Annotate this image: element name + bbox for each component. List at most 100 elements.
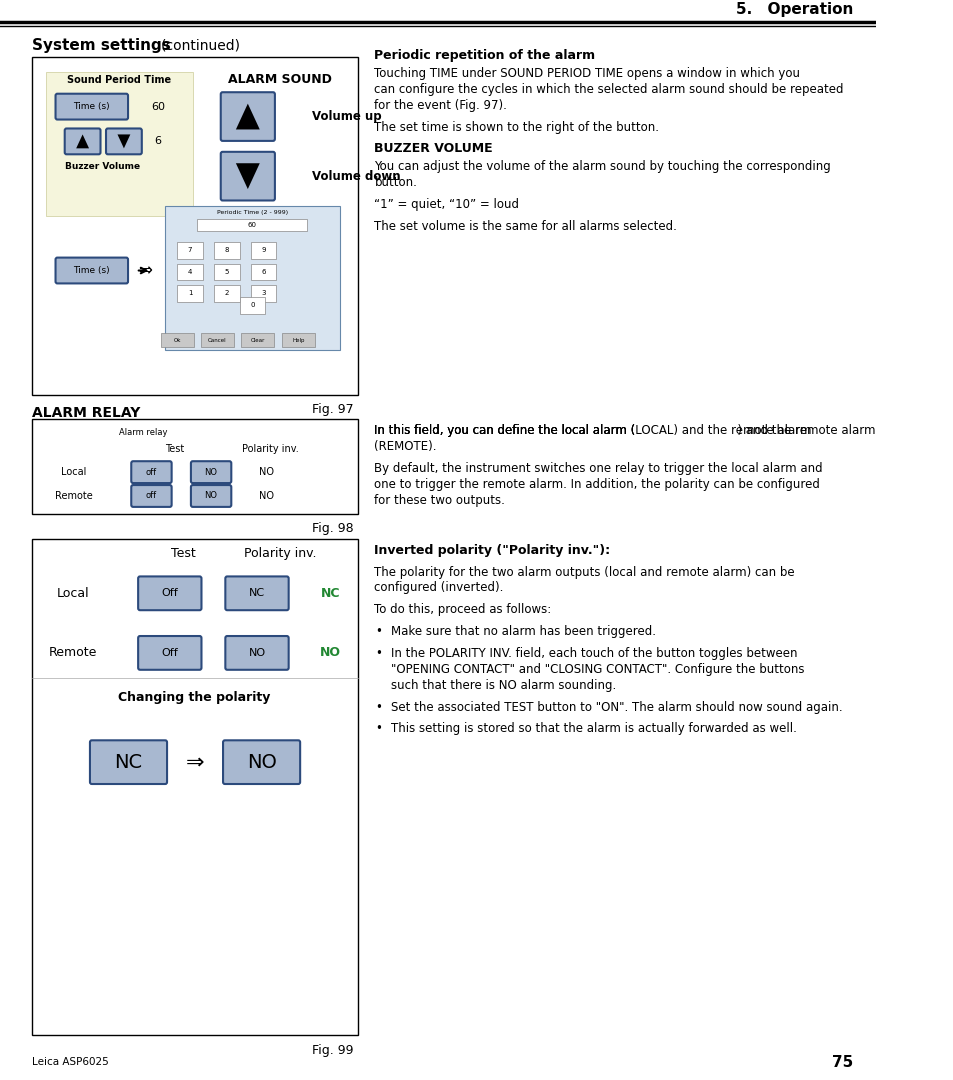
Text: Polarity inv.: Polarity inv. [242, 444, 299, 455]
FancyBboxPatch shape [32, 539, 357, 1036]
Text: 7: 7 [188, 246, 193, 253]
Text: can configure the cycles in which the selected alarm sound should be repeated: can configure the cycles in which the se… [375, 83, 843, 96]
Text: Help: Help [292, 338, 304, 342]
Text: Fig. 98: Fig. 98 [312, 523, 353, 536]
FancyBboxPatch shape [241, 333, 274, 347]
Text: Volume down: Volume down [312, 170, 400, 183]
Text: for the event (Fig. 97).: for the event (Fig. 97). [375, 98, 507, 111]
Text: 75: 75 [832, 1055, 853, 1069]
Text: Local: Local [61, 468, 86, 477]
Text: “1” = quiet, “10” = loud: “1” = quiet, “10” = loud [375, 198, 519, 211]
FancyBboxPatch shape [201, 333, 233, 347]
Text: Local: Local [57, 586, 90, 599]
FancyBboxPatch shape [55, 94, 128, 120]
Text: (REMOTE).: (REMOTE). [375, 441, 436, 454]
Text: 1: 1 [188, 291, 193, 296]
Text: NO: NO [319, 647, 340, 660]
Text: 60: 60 [152, 102, 165, 111]
Text: configured (inverted).: configured (inverted). [375, 581, 503, 594]
FancyBboxPatch shape [65, 129, 100, 154]
Text: •: • [375, 647, 381, 660]
Text: 4: 4 [188, 269, 192, 274]
Text: Remote: Remote [50, 647, 97, 660]
Text: 3: 3 [261, 291, 265, 296]
Text: Volume up: Volume up [312, 110, 381, 123]
Text: 9: 9 [261, 246, 265, 253]
FancyBboxPatch shape [251, 242, 276, 258]
Text: By default, the instrument switches one relay to trigger the local alarm and: By default, the instrument switches one … [375, 462, 822, 475]
Text: NO: NO [258, 491, 274, 501]
Text: Test: Test [171, 548, 195, 561]
Text: This setting is stored so that the alarm is actually forwarded as well.: This setting is stored so that the alarm… [391, 723, 796, 735]
Text: Inverted polarity ("Polarity inv."):: Inverted polarity ("Polarity inv."): [375, 543, 610, 556]
Polygon shape [117, 134, 131, 148]
Text: Fig. 97: Fig. 97 [312, 403, 353, 416]
Text: 6: 6 [261, 269, 265, 274]
FancyBboxPatch shape [32, 419, 357, 514]
Text: for these two outputs.: for these two outputs. [375, 494, 505, 507]
Text: Set the associated TEST button to "ON". The alarm should now sound again.: Set the associated TEST button to "ON". … [391, 701, 841, 714]
Text: ⇒: ⇒ [138, 261, 152, 280]
Text: •: • [375, 723, 381, 735]
Text: Touching TIME under SOUND PERIOD TIME opens a window in which you: Touching TIME under SOUND PERIOD TIME op… [375, 67, 800, 80]
Text: 60: 60 [248, 221, 256, 228]
FancyBboxPatch shape [213, 285, 239, 302]
Text: button.: button. [375, 176, 416, 189]
FancyBboxPatch shape [55, 258, 128, 283]
Text: ALARM SOUND: ALARM SOUND [228, 73, 332, 86]
Text: To do this, proceed as follows:: To do this, proceed as follows: [375, 604, 551, 617]
FancyBboxPatch shape [197, 219, 307, 231]
Text: off: off [146, 491, 157, 500]
Text: Buzzer Volume: Buzzer Volume [65, 162, 140, 171]
Text: Periodic repetition of the alarm: Periodic repetition of the alarm [375, 49, 595, 62]
Text: NO: NO [247, 753, 276, 772]
FancyBboxPatch shape [220, 152, 274, 201]
Text: Off: Off [161, 648, 178, 658]
FancyBboxPatch shape [138, 577, 201, 610]
Text: 6: 6 [154, 136, 161, 147]
Text: Time (s): Time (s) [73, 103, 110, 111]
FancyBboxPatch shape [213, 264, 239, 281]
Text: 0: 0 [250, 302, 254, 308]
FancyBboxPatch shape [32, 57, 357, 394]
Text: Changing the polarity: Changing the polarity [118, 691, 271, 704]
Text: Off: Off [161, 589, 178, 598]
Text: NO: NO [248, 648, 265, 658]
Polygon shape [235, 163, 259, 189]
Text: Fig. 99: Fig. 99 [312, 1043, 353, 1056]
FancyBboxPatch shape [281, 333, 314, 347]
FancyBboxPatch shape [191, 461, 231, 483]
Text: ALARM RELAY: ALARM RELAY [32, 406, 140, 419]
Text: You can adjust the volume of the alarm sound by touching the corresponding: You can adjust the volume of the alarm s… [375, 160, 830, 173]
FancyBboxPatch shape [165, 206, 339, 350]
FancyBboxPatch shape [132, 485, 172, 507]
Text: Leica ASP6025: Leica ASP6025 [32, 1057, 109, 1067]
Text: Sound Period Time: Sound Period Time [68, 75, 172, 85]
Text: NC: NC [249, 589, 265, 598]
Text: The set volume is the same for all alarms selected.: The set volume is the same for all alarm… [375, 220, 677, 233]
Text: Cancel: Cancel [208, 338, 227, 342]
Text: BUZZER VOLUME: BUZZER VOLUME [375, 143, 493, 156]
Text: Ok: Ok [173, 338, 181, 342]
FancyBboxPatch shape [132, 461, 172, 483]
Text: NO: NO [204, 468, 217, 476]
Text: The set time is shown to the right of the button.: The set time is shown to the right of th… [375, 121, 659, 134]
Text: Remote: Remote [54, 491, 92, 501]
Text: In this field, you can define the local alarm (LOCAL) and the remote alarm: In this field, you can define the local … [375, 424, 811, 437]
Text: In this field, you can define the local alarm (: In this field, you can define the local … [375, 424, 635, 437]
Text: Periodic Time (2 - 999): Periodic Time (2 - 999) [216, 211, 288, 215]
FancyBboxPatch shape [177, 242, 203, 258]
Text: Polarity inv.: Polarity inv. [243, 548, 315, 561]
Text: •: • [375, 625, 381, 638]
Polygon shape [235, 104, 259, 130]
Text: NO: NO [204, 491, 217, 500]
Text: (continued): (continued) [160, 38, 240, 52]
FancyBboxPatch shape [225, 577, 289, 610]
Text: Alarm relay: Alarm relay [119, 428, 168, 437]
Text: In this field, you can define the local alarm (                                 : In this field, you can define the local … [375, 424, 875, 437]
Polygon shape [76, 134, 89, 148]
Text: •: • [375, 701, 381, 714]
FancyBboxPatch shape [223, 740, 300, 784]
FancyBboxPatch shape [160, 333, 193, 347]
FancyBboxPatch shape [220, 92, 274, 140]
